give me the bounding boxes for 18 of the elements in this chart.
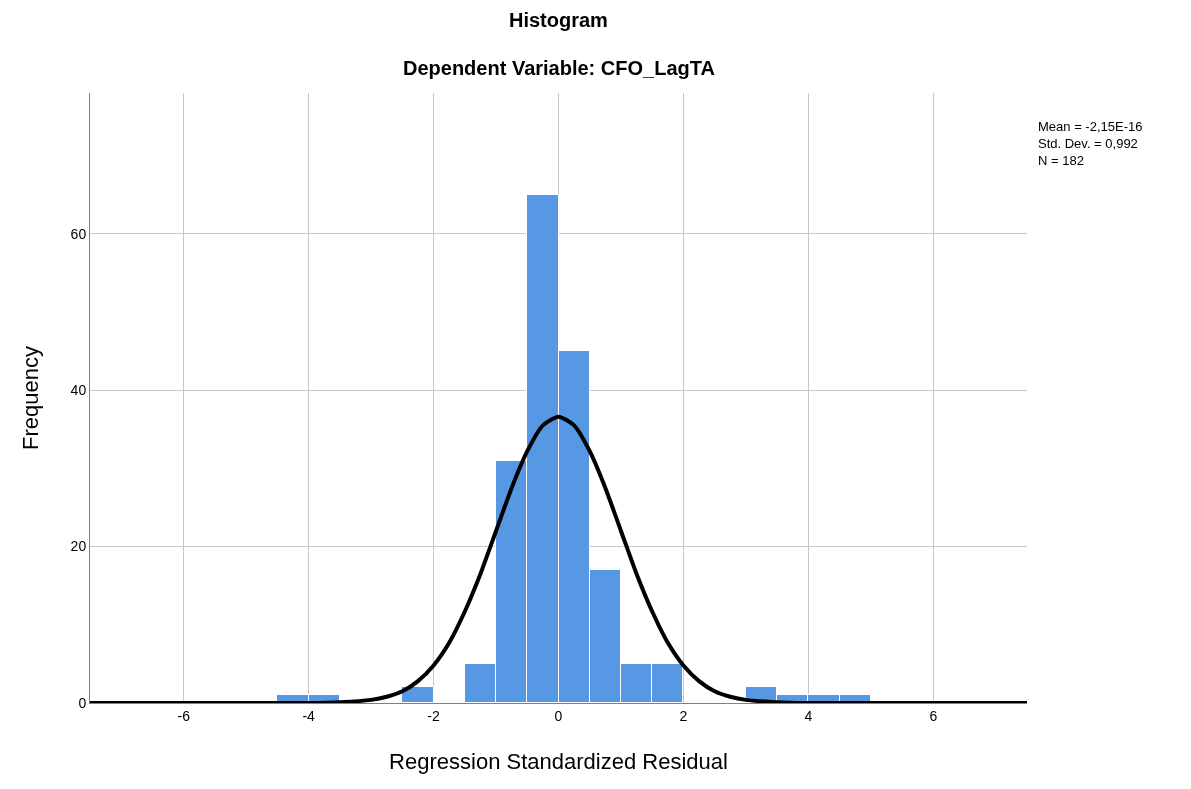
chart-title: Histogram — [509, 9, 608, 31]
x-tick-label: 0 — [554, 707, 563, 724]
x-tick-label: -4 — [302, 707, 316, 724]
text: Std. Dev. = 0,992 — [1038, 135, 1138, 151]
y-tick-label: 20 — [70, 538, 87, 555]
y-tick-label: 0 — [78, 694, 87, 711]
text: Mean = -2,15E-16 — [1038, 119, 1143, 134]
x-tick-label: 2 — [679, 707, 688, 724]
y-axis-title: Frequency — [18, 346, 44, 450]
y-tick-label: 40 — [70, 382, 87, 399]
x-tick-label: 6 — [929, 707, 938, 724]
x-tick-label: -2 — [427, 707, 441, 724]
x-tick-label: 4 — [804, 707, 813, 724]
y-tick-label: 60 — [70, 225, 87, 242]
x-axis-title: Regression Standardized Residual — [389, 748, 728, 774]
text: N = 182 — [1038, 152, 1084, 168]
x-tick-label: -6 — [177, 707, 191, 724]
chart-subtitle: Dependent Variable: CFO_LagTA — [403, 57, 715, 79]
